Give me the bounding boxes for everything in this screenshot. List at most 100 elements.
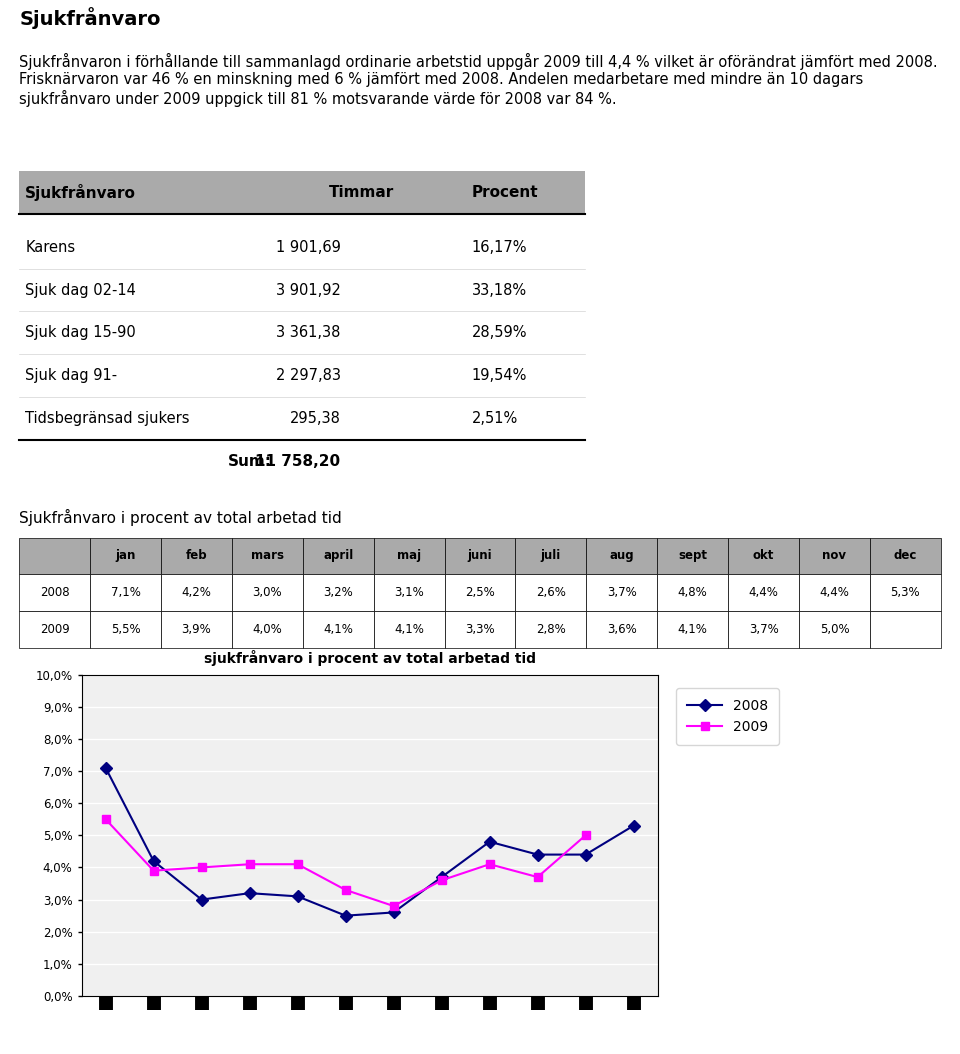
Text: april: april xyxy=(324,549,353,563)
Text: 4,1%: 4,1% xyxy=(324,623,353,637)
Bar xyxy=(19,574,90,611)
Bar xyxy=(516,611,587,648)
Text: 2 297,83: 2 297,83 xyxy=(276,368,341,384)
Text: Sjukfrånvaro: Sjukfrånvaro xyxy=(19,7,160,30)
Text: 2009: 2009 xyxy=(39,623,69,637)
Text: Sjukfrånvaro i procent av total arbetad tid: Sjukfrånvaro i procent av total arbetad … xyxy=(19,509,342,526)
Text: Sjuk dag 02-14: Sjuk dag 02-14 xyxy=(25,282,136,297)
Text: 4,1%: 4,1% xyxy=(395,623,424,637)
Legend: 2008, 2009: 2008, 2009 xyxy=(676,688,780,745)
Text: 3,7%: 3,7% xyxy=(749,623,779,637)
Text: sept: sept xyxy=(678,549,708,563)
Text: 5,0%: 5,0% xyxy=(820,623,850,637)
Text: 28,59%: 28,59% xyxy=(471,326,527,340)
Bar xyxy=(373,538,444,574)
Text: juni: juni xyxy=(468,549,492,563)
Text: feb: feb xyxy=(185,549,207,563)
Bar xyxy=(728,611,799,648)
Text: 4,1%: 4,1% xyxy=(678,623,708,637)
Text: Tidsbegränsad sjukers: Tidsbegränsad sjukers xyxy=(25,411,190,426)
Bar xyxy=(516,538,587,574)
Text: nov: nov xyxy=(823,549,847,563)
Bar xyxy=(232,538,302,574)
Text: 2,8%: 2,8% xyxy=(536,623,565,637)
Bar xyxy=(799,538,870,574)
Text: 3,6%: 3,6% xyxy=(607,623,636,637)
Bar xyxy=(799,611,870,648)
Title: sjukfrånvaro i procent av total arbetad tid: sjukfrånvaro i procent av total arbetad … xyxy=(204,650,536,666)
Bar xyxy=(373,574,444,611)
Text: aug: aug xyxy=(610,549,635,563)
Bar xyxy=(302,538,373,574)
Text: 3,2%: 3,2% xyxy=(324,586,353,600)
Bar xyxy=(658,574,728,611)
Text: 4,8%: 4,8% xyxy=(678,586,708,600)
Bar xyxy=(90,538,161,574)
Bar xyxy=(516,574,587,611)
Bar xyxy=(728,538,799,574)
Text: Karens: Karens xyxy=(25,239,75,255)
Bar xyxy=(870,611,941,648)
Text: 1 901,69: 1 901,69 xyxy=(276,239,341,255)
Text: 2,51%: 2,51% xyxy=(471,411,517,426)
Text: maj: maj xyxy=(397,549,421,563)
Text: 33,18%: 33,18% xyxy=(471,282,527,297)
Text: 295,38: 295,38 xyxy=(290,411,341,426)
Bar xyxy=(373,611,444,648)
Text: 4,0%: 4,0% xyxy=(252,623,282,637)
Text: jan: jan xyxy=(115,549,135,563)
Text: juli: juli xyxy=(540,549,561,563)
Text: dec: dec xyxy=(894,549,917,563)
Text: 4,4%: 4,4% xyxy=(749,586,779,600)
Bar xyxy=(444,574,516,611)
Text: 2,6%: 2,6% xyxy=(536,586,565,600)
Text: 3,0%: 3,0% xyxy=(252,586,282,600)
Text: 2,5%: 2,5% xyxy=(466,586,494,600)
Bar xyxy=(302,611,373,648)
Bar xyxy=(232,574,302,611)
Text: Timmar: Timmar xyxy=(328,184,394,200)
Text: 11 758,20: 11 758,20 xyxy=(255,453,341,469)
Bar xyxy=(161,538,232,574)
Text: 3,3%: 3,3% xyxy=(466,623,494,637)
Text: Sjukfrånvaron i förhållande till sammanlagd ordinarie arbetstid uppgår 2009 till: Sjukfrånvaron i förhållande till sammanl… xyxy=(19,53,938,106)
Text: okt: okt xyxy=(753,549,775,563)
Text: 5,3%: 5,3% xyxy=(891,586,921,600)
Text: 3,9%: 3,9% xyxy=(181,623,211,637)
Bar xyxy=(90,574,161,611)
Text: Sjuk dag 15-90: Sjuk dag 15-90 xyxy=(25,326,136,340)
Bar xyxy=(444,538,516,574)
Bar xyxy=(799,574,870,611)
Text: mars: mars xyxy=(251,549,284,563)
Bar xyxy=(232,611,302,648)
Text: Procent: Procent xyxy=(471,184,539,200)
Text: 7,1%: 7,1% xyxy=(110,586,140,600)
Text: 16,17%: 16,17% xyxy=(471,239,527,255)
Bar xyxy=(870,538,941,574)
Text: Sjuk dag 91-: Sjuk dag 91- xyxy=(25,368,117,384)
Bar xyxy=(587,611,658,648)
Bar xyxy=(658,538,728,574)
Text: Sum:: Sum: xyxy=(228,453,272,469)
Bar xyxy=(19,171,585,214)
Bar xyxy=(19,538,90,574)
Text: 2008: 2008 xyxy=(39,586,69,600)
Bar xyxy=(587,574,658,611)
Bar xyxy=(728,574,799,611)
Bar xyxy=(19,611,90,648)
Text: Sjukfrånvaro: Sjukfrånvaro xyxy=(25,183,136,200)
Text: 3 901,92: 3 901,92 xyxy=(276,282,341,297)
Bar xyxy=(444,611,516,648)
Text: 5,5%: 5,5% xyxy=(110,623,140,637)
Text: 3,1%: 3,1% xyxy=(395,586,424,600)
Bar xyxy=(870,574,941,611)
Bar xyxy=(161,574,232,611)
Text: 3,7%: 3,7% xyxy=(607,586,636,600)
Text: 4,4%: 4,4% xyxy=(820,586,850,600)
Text: 19,54%: 19,54% xyxy=(471,368,527,384)
Bar xyxy=(161,611,232,648)
Text: 3 361,38: 3 361,38 xyxy=(276,326,341,340)
Bar xyxy=(587,538,658,574)
Bar xyxy=(658,611,728,648)
Text: 4,2%: 4,2% xyxy=(181,586,211,600)
